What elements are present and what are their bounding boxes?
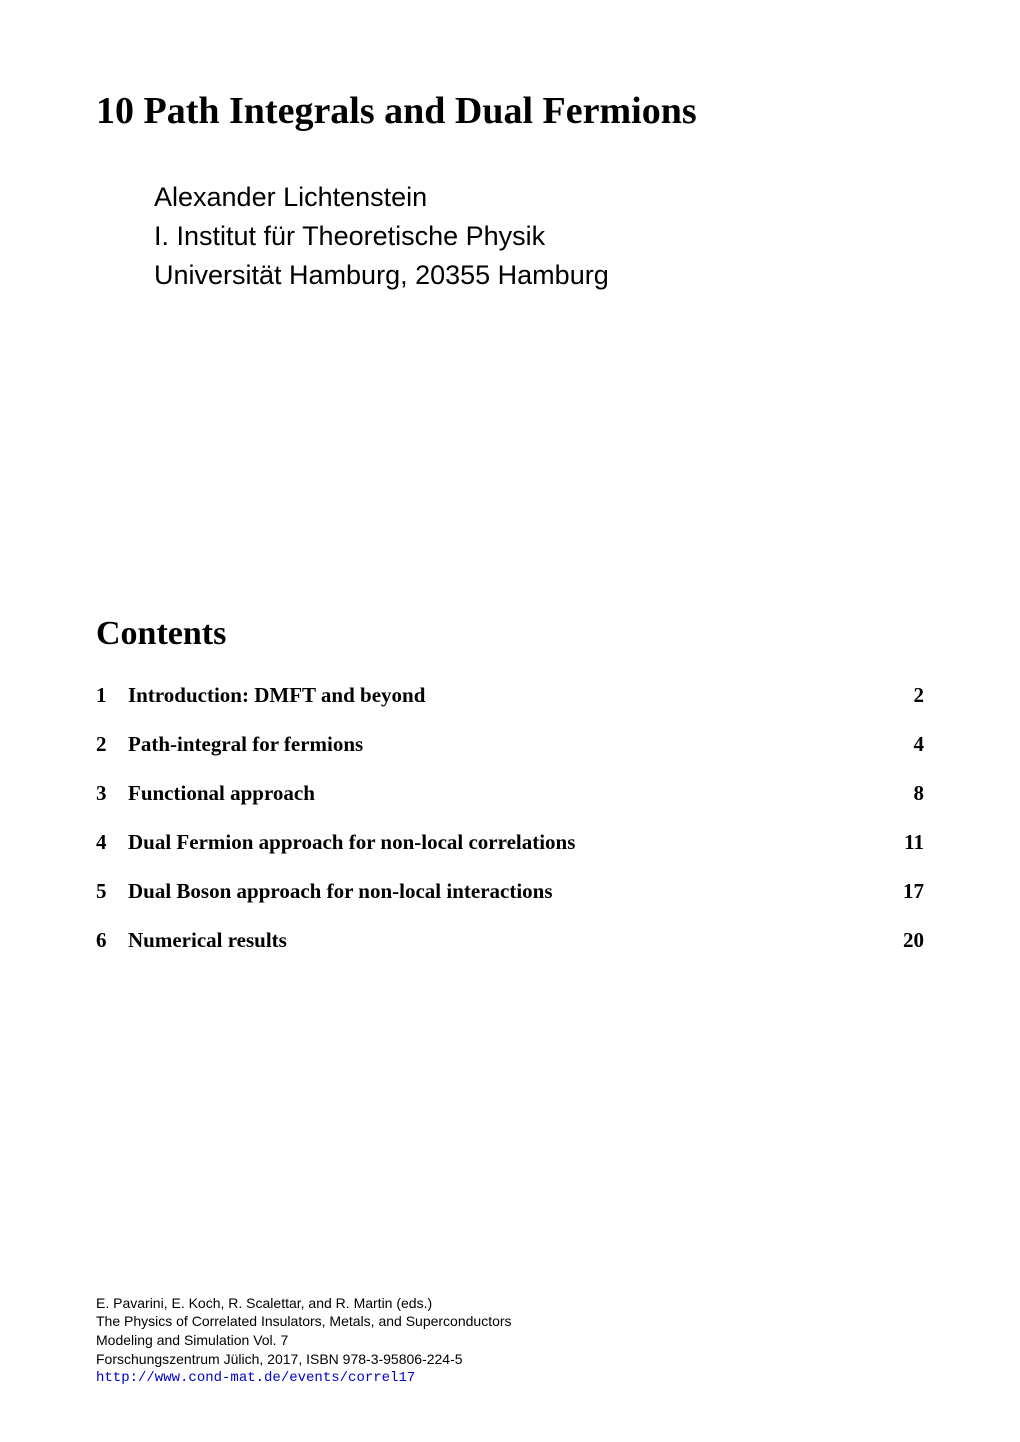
toc-entry-number: 2 (96, 732, 128, 757)
toc-entry-label: Introduction: DMFT and beyond (128, 683, 884, 708)
footer-block: E. Pavarini, E. Koch, R. Scalettar, and … (96, 1294, 512, 1388)
toc-entry-label: Numerical results (128, 928, 884, 953)
toc-entry-label: Dual Fermion approach for non-local corr… (128, 830, 884, 855)
footer-publisher: Forschungszentrum Jülich, 2017, ISBN 978… (96, 1350, 512, 1369)
toc-entry: 4 Dual Fermion approach for non-local co… (96, 818, 924, 867)
toc-entry-number: 4 (96, 830, 128, 855)
toc-entry-label: Dual Boson approach for non-local intera… (128, 879, 884, 904)
toc-entry: 2 Path-integral for fermions 4 (96, 720, 924, 769)
author-affiliation-1: I. Institut für Theoretische Physik (154, 217, 924, 256)
author-block: Alexander Lichtenstein I. Institut für T… (154, 178, 924, 295)
toc-entry-page: 11 (884, 830, 924, 855)
toc-entry-page: 20 (884, 928, 924, 953)
footer-editors: E. Pavarini, E. Koch, R. Scalettar, and … (96, 1294, 512, 1313)
toc-entry: 5 Dual Boson approach for non-local inte… (96, 867, 924, 916)
footer-book-title: The Physics of Correlated Insulators, Me… (96, 1312, 512, 1331)
toc-entry-label: Functional approach (128, 781, 884, 806)
footer-url: http://www.cond-mat.de/events/correl17 (96, 1369, 512, 1388)
toc-entry-page: 4 (884, 732, 924, 757)
author-name: Alexander Lichtenstein (154, 178, 924, 217)
toc-entry-number: 5 (96, 879, 128, 904)
toc-entry: 6 Numerical results 20 (96, 916, 924, 965)
toc-entry-number: 6 (96, 928, 128, 953)
footer-series: Modeling and Simulation Vol. 7 (96, 1331, 512, 1350)
toc-entry-label: Path-integral for fermions (128, 732, 884, 757)
table-of-contents: 1 Introduction: DMFT and beyond 2 2 Path… (96, 671, 924, 965)
contents-heading: Contents (96, 615, 924, 653)
toc-entry-page: 8 (884, 781, 924, 806)
toc-entry: 3 Functional approach 8 (96, 769, 924, 818)
author-affiliation-2: Universität Hamburg, 20355 Hamburg (154, 256, 924, 295)
toc-entry: 1 Introduction: DMFT and beyond 2 (96, 671, 924, 720)
chapter-title: 10 Path Integrals and Dual Fermions (96, 88, 924, 136)
toc-entry-number: 1 (96, 683, 128, 708)
toc-entry-page: 17 (884, 879, 924, 904)
toc-entry-number: 3 (96, 781, 128, 806)
document-page: 10 Path Integrals and Dual Fermions Alex… (0, 0, 1020, 965)
toc-entry-page: 2 (884, 683, 924, 708)
